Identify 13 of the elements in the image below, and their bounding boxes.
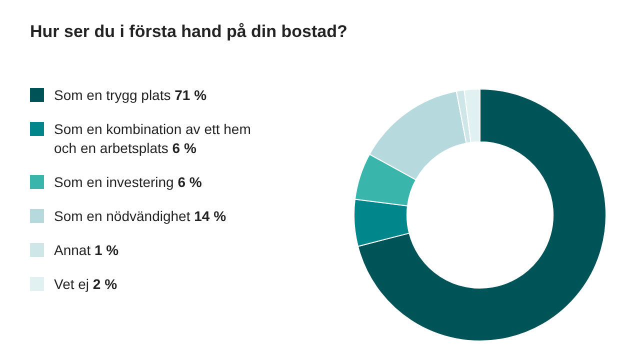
legend-label: Vet ej <box>54 276 90 292</box>
data-label: 14 % <box>194 208 226 224</box>
data-label: 71 % <box>174 87 207 103</box>
donut-slice <box>357 88 606 342</box>
legend-label: Som en investering <box>54 174 174 190</box>
legend-label: Som en nödvändighet <box>54 208 190 224</box>
chart-title: Hur ser du i första hand på din bostad? <box>30 22 348 42</box>
data-label: 2 % <box>92 276 118 292</box>
data-label: 1 % <box>94 242 119 258</box>
legend-label: Som en trygg plats <box>54 87 171 103</box>
data-label: 6 % <box>172 140 196 156</box>
data-label: 6 % <box>178 174 202 190</box>
legend-label: Annat <box>54 242 91 258</box>
